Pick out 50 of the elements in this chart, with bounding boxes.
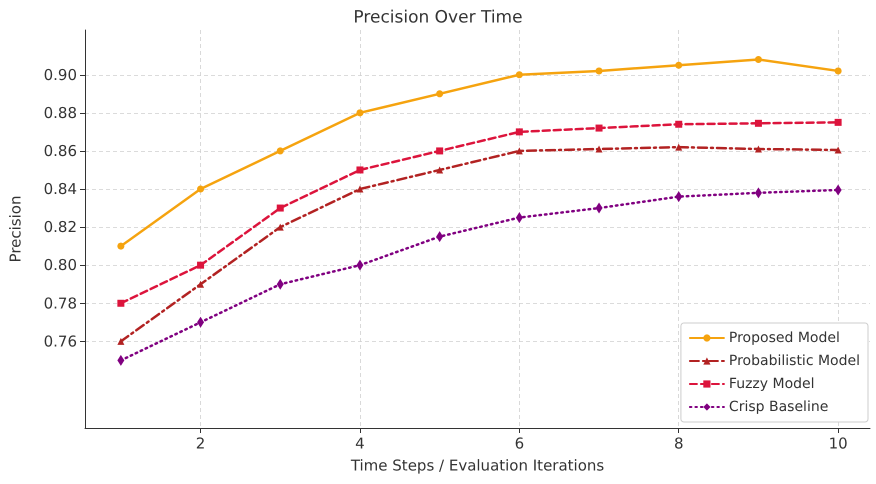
point: [596, 67, 603, 74]
y-tick-label: 0.76: [44, 332, 77, 350]
point: [754, 120, 762, 127]
point: [596, 146, 603, 153]
y-tick-label: 0.78: [44, 294, 77, 312]
point: [834, 146, 842, 154]
point: [356, 186, 364, 193]
point: [834, 67, 842, 74]
point: [834, 118, 842, 126]
point: [276, 204, 284, 212]
point: [596, 124, 603, 132]
legend-label: Crisp Baseline: [728, 399, 828, 415]
y-tick-label: 0.82: [44, 218, 77, 236]
x-tick-label: 6: [514, 434, 524, 452]
point: [675, 120, 682, 128]
x-tick-label: 2: [196, 434, 206, 452]
legend-label: Fuzzy Model: [728, 376, 815, 392]
point: [197, 186, 204, 193]
legend-label: Probabilistic Model: [728, 353, 860, 369]
y-axis-title: Precision: [6, 196, 24, 262]
point: [516, 71, 523, 78]
x-tick-label: 8: [674, 434, 684, 452]
point: [117, 300, 124, 307]
point: [516, 147, 523, 154]
point: [356, 166, 364, 174]
y-tick-label: 0.86: [44, 142, 77, 160]
point: [356, 109, 364, 116]
point: [754, 146, 762, 153]
point: [516, 128, 523, 136]
point: [436, 166, 444, 174]
point: [436, 147, 444, 154]
y-tick-label: 0.88: [44, 104, 77, 122]
point: [276, 147, 284, 154]
point: [117, 242, 124, 250]
point: [197, 262, 204, 269]
x-axis-title: Time Steps / Evaluation Iterations: [350, 456, 604, 474]
y-tick-label: 0.80: [44, 256, 77, 274]
x-tick-label: 4: [355, 434, 365, 452]
point: [436, 90, 444, 98]
point: [754, 56, 762, 64]
y-tick-label: 0.90: [44, 66, 77, 84]
point: [197, 280, 204, 288]
legend-label: Proposed Model: [728, 330, 840, 346]
point: [276, 224, 284, 231]
point: [675, 62, 682, 69]
point: [117, 338, 124, 345]
x-tick-label: 10: [828, 434, 848, 452]
point: [675, 144, 682, 151]
y-tick-label: 0.84: [44, 180, 77, 198]
chart-title: Precision Over Time: [353, 8, 523, 28]
